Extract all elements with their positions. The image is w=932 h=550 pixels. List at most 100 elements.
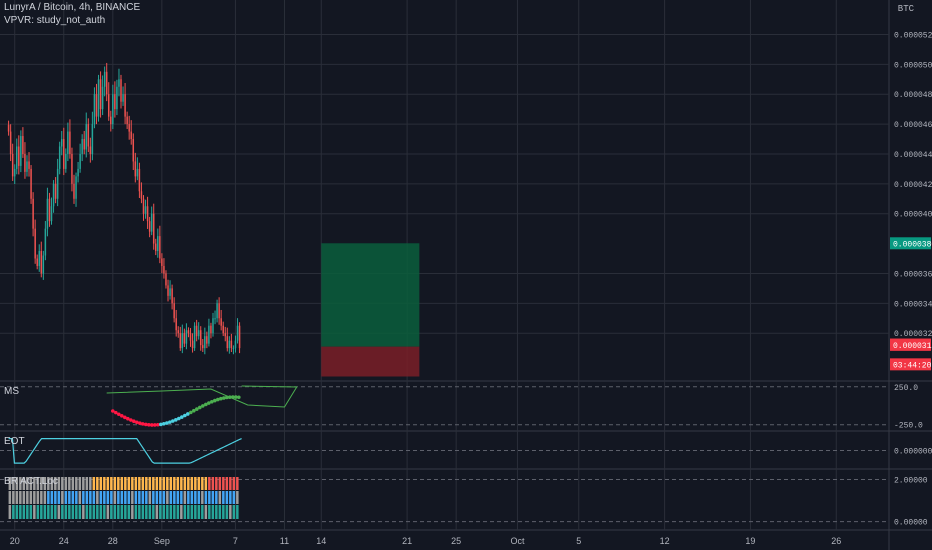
currency-label: BTC (897, 4, 914, 14)
br-bar-top (145, 477, 148, 490)
candle-body (167, 285, 169, 296)
br-bar-top (148, 477, 152, 490)
candle-body (224, 333, 227, 337)
candle-body (212, 318, 214, 334)
candle-body (161, 258, 163, 266)
br-bar-mid (197, 491, 201, 504)
panel-title-ms: MS (4, 386, 19, 397)
br-bar-bottom (159, 505, 162, 519)
price-tick-label: 0.00004000 (894, 211, 932, 220)
br-bar-bottom (201, 505, 204, 519)
br-bar-top (159, 477, 162, 490)
br-bar-top (183, 477, 187, 490)
price-marker-label: 0.00003802 (893, 240, 932, 249)
br-bar-top (50, 477, 54, 490)
candle-body (138, 168, 141, 192)
br-bar-bottom (71, 505, 75, 519)
br-bar-mid (208, 491, 211, 504)
candle-body (112, 94, 114, 125)
candle-body (155, 243, 157, 252)
candle-body (142, 198, 145, 214)
ms-oscillator-point (120, 414, 124, 418)
ms-oscillator-point (234, 395, 238, 399)
candle-body (222, 325, 224, 334)
candle-body (114, 94, 116, 110)
br-bar-mid (183, 491, 187, 504)
br-bar-mid (8, 491, 12, 504)
br-bar-bottom (22, 505, 26, 519)
candle-body (199, 330, 202, 346)
candle-body (163, 265, 165, 274)
candle-body (83, 139, 85, 150)
br-bar-bottom (148, 505, 152, 519)
candle-body (202, 345, 204, 349)
candle-body (179, 333, 182, 349)
candle-body (58, 146, 61, 169)
br-bar-top (215, 477, 218, 490)
candle-body (32, 198, 34, 229)
br-bar-mid (50, 491, 54, 504)
br-bar-mid (145, 491, 148, 504)
br-bar-top (162, 477, 166, 490)
br-bar-bottom (96, 505, 99, 519)
ms-oscillator-point (159, 422, 163, 427)
br-bar-top (194, 477, 197, 490)
candle-body (171, 288, 173, 304)
candle-body (226, 336, 229, 349)
br-bar-top (197, 477, 201, 490)
candle-body (30, 168, 32, 199)
eot-curve (8, 438, 242, 464)
br-bar-mid (85, 491, 89, 504)
br-bar-mid (92, 491, 96, 504)
indicator-label: VPVR: study_not_auth (4, 15, 106, 26)
candle-body (75, 176, 77, 199)
br-bar-mid (204, 491, 208, 504)
br-bar-mid (75, 491, 78, 504)
br-bar-top (82, 477, 85, 490)
ms-oscillator-point (162, 421, 166, 426)
br-bar-mid (47, 491, 50, 504)
br-bar-mid (78, 491, 82, 504)
candle-body (69, 131, 71, 154)
br-bar-top (47, 477, 50, 490)
ms-oscillator-point (174, 418, 178, 422)
br-bar-top (176, 477, 180, 490)
ms-oscillator-point (141, 422, 145, 426)
br-bar-bottom (236, 505, 239, 519)
br-bar-mid (57, 491, 61, 504)
candle-body (60, 139, 63, 147)
candle-body (177, 330, 179, 334)
x-tick-label: 28 (108, 536, 118, 546)
br-bar-mid (152, 491, 155, 504)
candle-body (48, 198, 51, 222)
price-tick-label: 0.00005200 (894, 31, 932, 40)
br-bar-bottom (61, 505, 64, 519)
candle-body (26, 161, 28, 172)
br-bar-bottom (166, 505, 169, 519)
br-bar-bottom (99, 505, 103, 519)
br-bar-bottom (15, 505, 19, 519)
br-bar-bottom (40, 505, 43, 519)
br-bar-bottom (82, 505, 85, 519)
br-bar-top (92, 477, 96, 490)
br-bar-mid (169, 491, 173, 504)
candle-body (65, 153, 67, 169)
br-bar-top (57, 477, 61, 490)
price-tick-label: 0.00003200 (894, 330, 932, 339)
br-bar-bottom (85, 505, 89, 519)
br-bar-top (12, 477, 15, 490)
br-bar-bottom (204, 505, 208, 519)
br-bar-bottom (68, 505, 71, 519)
br-bar-top (127, 477, 131, 490)
ms-oscillator-point (126, 416, 130, 421)
br-bar-mid (22, 491, 26, 504)
br-bar-mid (40, 491, 43, 504)
br-bar-mid (190, 491, 194, 504)
candle-body (169, 288, 171, 296)
candle-body (216, 303, 218, 319)
candle-body (93, 94, 96, 125)
ms-oscillator-point (177, 416, 181, 421)
br-bar-top (78, 477, 82, 490)
br-bar-bottom (127, 505, 131, 519)
